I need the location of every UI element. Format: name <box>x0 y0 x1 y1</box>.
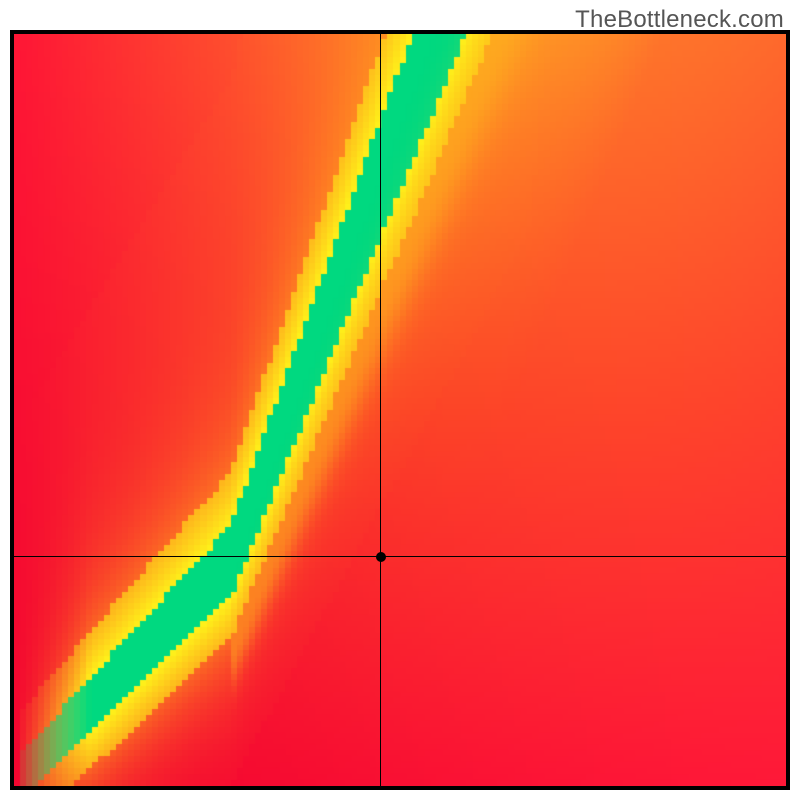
watermark-text: TheBottleneck.com <box>575 6 784 34</box>
crosshair-point <box>376 552 386 562</box>
heatmap-canvas <box>14 34 786 786</box>
crosshair-vertical <box>380 34 381 786</box>
crosshair-horizontal <box>14 556 786 557</box>
